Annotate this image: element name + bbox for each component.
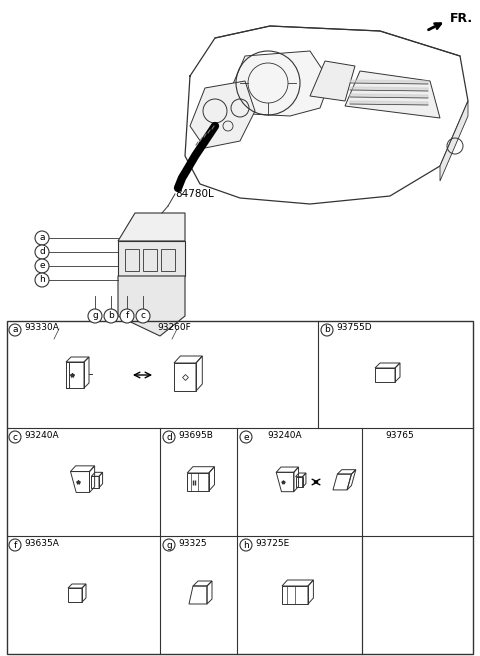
Polygon shape — [440, 101, 468, 181]
Text: 93240A: 93240A — [267, 430, 301, 440]
Text: 93695B: 93695B — [178, 430, 213, 440]
Bar — [161, 249, 175, 271]
Text: 93755D: 93755D — [336, 323, 372, 333]
Circle shape — [104, 309, 118, 323]
Circle shape — [136, 309, 150, 323]
Text: h: h — [39, 276, 45, 285]
Circle shape — [35, 259, 49, 273]
Polygon shape — [118, 276, 185, 336]
Text: c: c — [12, 432, 17, 441]
Bar — [143, 249, 157, 271]
Circle shape — [9, 324, 21, 336]
Circle shape — [9, 539, 21, 551]
Circle shape — [88, 309, 102, 323]
Circle shape — [120, 309, 134, 323]
Text: 93240A: 93240A — [24, 430, 59, 440]
Text: 93330A: 93330A — [24, 323, 59, 333]
Polygon shape — [190, 81, 255, 148]
Text: f: f — [125, 312, 129, 321]
Circle shape — [35, 231, 49, 245]
Circle shape — [35, 273, 49, 287]
Text: g: g — [166, 541, 172, 550]
Text: d: d — [166, 432, 172, 441]
Text: g: g — [92, 312, 98, 321]
Polygon shape — [350, 87, 428, 91]
Circle shape — [9, 431, 21, 443]
Text: 93325: 93325 — [178, 539, 206, 548]
Text: 84780L: 84780L — [175, 189, 214, 199]
Polygon shape — [310, 61, 355, 101]
Text: 93635A: 93635A — [24, 539, 59, 548]
Polygon shape — [345, 71, 440, 118]
Polygon shape — [350, 80, 428, 84]
Polygon shape — [118, 241, 185, 276]
Text: a: a — [39, 234, 45, 243]
Text: h: h — [243, 541, 249, 550]
Text: 93765: 93765 — [385, 430, 414, 440]
Text: a: a — [12, 325, 18, 335]
Bar — [7, 321, 473, 654]
Polygon shape — [350, 94, 428, 98]
Text: FR.: FR. — [450, 12, 473, 24]
Circle shape — [163, 539, 175, 551]
Text: e: e — [243, 432, 249, 441]
Text: b: b — [324, 325, 330, 335]
Text: b: b — [108, 312, 114, 321]
Circle shape — [163, 431, 175, 443]
Text: c: c — [141, 312, 145, 321]
Text: 93725E: 93725E — [255, 539, 289, 548]
Bar — [125, 249, 139, 271]
Circle shape — [240, 539, 252, 551]
Polygon shape — [118, 213, 185, 241]
Text: d: d — [39, 247, 45, 256]
Text: e: e — [39, 262, 45, 270]
Text: 93260F: 93260F — [157, 323, 191, 333]
Circle shape — [321, 324, 333, 336]
Circle shape — [240, 431, 252, 443]
Polygon shape — [350, 101, 428, 105]
Text: f: f — [13, 541, 17, 550]
Circle shape — [35, 245, 49, 259]
Polygon shape — [230, 51, 330, 116]
